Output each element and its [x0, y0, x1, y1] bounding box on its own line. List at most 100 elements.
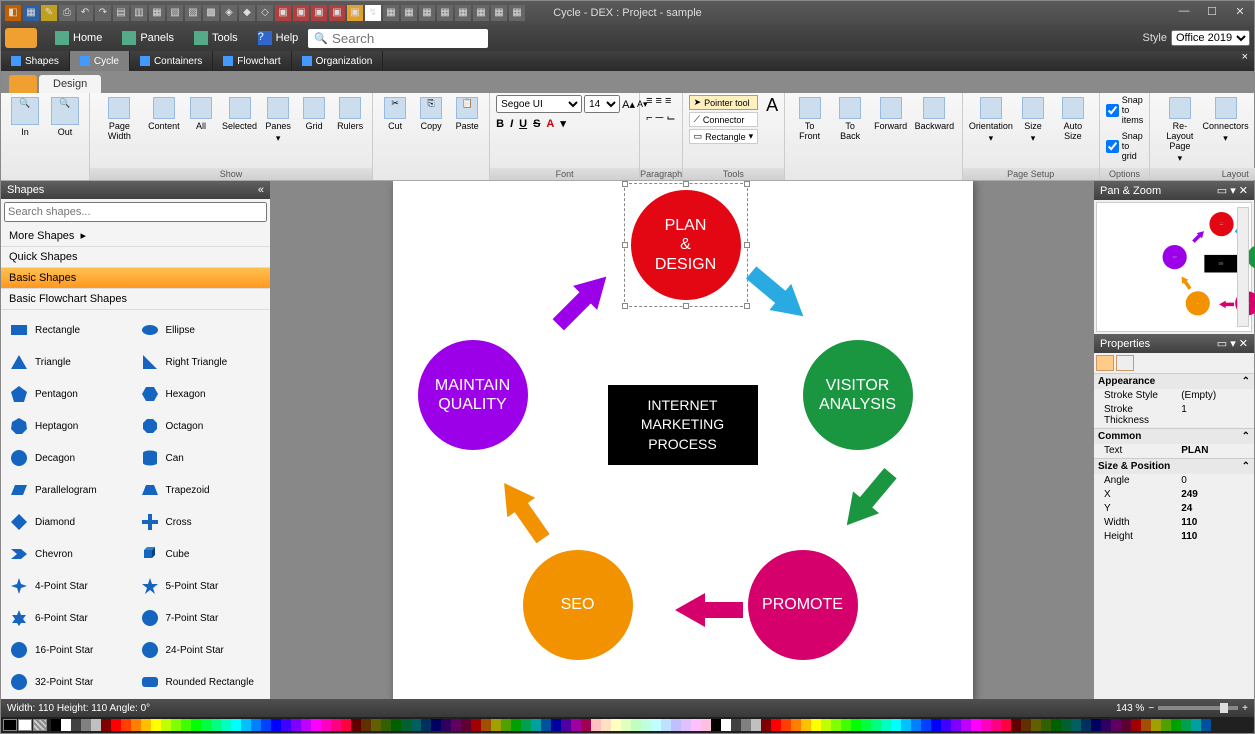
color-swatch[interactable] [291, 719, 301, 731]
color-swatch[interactable] [911, 719, 921, 731]
collapse-button[interactable]: « [258, 184, 264, 196]
selection-handle[interactable] [683, 303, 689, 309]
prop-angle[interactable]: Angle0 [1094, 474, 1254, 488]
color-swatch[interactable] [1141, 719, 1151, 731]
flowchart-shapes-row[interactable]: Basic Flowchart Shapes [1, 289, 270, 310]
shape-item[interactable]: Trapezoid [136, 474, 267, 506]
color-swatch[interactable] [1161, 719, 1171, 731]
basic-shapes-row[interactable]: Basic Shapes [1, 268, 270, 289]
color-swatch[interactable] [111, 719, 121, 731]
font-color-button[interactable]: A [546, 118, 554, 130]
qat-icon[interactable]: ▩ [203, 5, 219, 21]
shape-item[interactable]: Ellipse [136, 314, 267, 346]
italic-button[interactable]: I [510, 118, 513, 130]
shape-item[interactable]: Parallelogram [5, 474, 136, 506]
color-swatch[interactable] [731, 719, 741, 731]
color-swatch[interactable] [931, 719, 941, 731]
diagram-page[interactable]: INTERNETMARKETINGPROCESSPLAN&DESIGNVISIT… [393, 181, 973, 699]
align-mid-button[interactable]: ─ [656, 112, 664, 124]
underline-button[interactable]: U [519, 118, 527, 130]
color-swatch[interactable] [811, 719, 821, 731]
grid-button[interactable]: Grid [298, 95, 330, 133]
shape-item[interactable]: 5-Point Star [136, 570, 267, 602]
cycle-node-promote[interactable]: PROMOTE [748, 550, 858, 660]
cycle-arrow[interactable] [486, 468, 561, 550]
style-dropdown[interactable]: Office 2019 [1171, 30, 1250, 46]
color-swatch[interactable] [941, 719, 951, 731]
color-swatch[interactable] [1201, 719, 1211, 731]
color-swatch[interactable] [691, 719, 701, 731]
color-swatch[interactable] [501, 719, 511, 731]
cycle-arrow[interactable] [1219, 299, 1234, 308]
menu-panels[interactable]: Panels [112, 28, 184, 48]
color-swatch[interactable] [671, 719, 681, 731]
color-swatch[interactable] [1081, 719, 1091, 731]
color-swatch[interactable] [891, 719, 901, 731]
align-top-button[interactable]: ⌐ [646, 112, 652, 124]
color-swatch[interactable] [851, 719, 861, 731]
shape-item[interactable]: Can [136, 442, 267, 474]
color-swatch[interactable] [231, 719, 241, 731]
align-right-button[interactable]: ≡ [665, 95, 671, 107]
color-swatch[interactable] [331, 719, 341, 731]
panel-buttons[interactable]: ▭ ▾ ✕ [1217, 184, 1248, 197]
snap-grid-checkbox[interactable]: Snap to grid [1106, 131, 1144, 161]
selection-handle[interactable] [744, 303, 750, 309]
color-swatch[interactable] [161, 719, 171, 731]
zoom-in-button[interactable]: 🔍In [7, 95, 43, 139]
align-left-button[interactable]: ≡ [646, 95, 652, 107]
color-swatch[interactable] [471, 719, 481, 731]
toback-button[interactable]: To Back [832, 95, 868, 143]
cycle-node-maintain[interactable]: MAINTAINQUALITY [418, 340, 528, 450]
color-swatch[interactable] [571, 719, 581, 731]
prop-cat-common[interactable]: Common⌃ [1094, 428, 1254, 444]
prop-stroke-thickness[interactable]: Stroke Thickness1 [1094, 403, 1254, 428]
fill-color-indicator[interactable] [18, 719, 32, 731]
qat-icon[interactable]: ▦ [473, 5, 489, 21]
color-swatch[interactable] [251, 719, 261, 731]
color-swatch[interactable] [611, 719, 621, 731]
color-swatch[interactable] [441, 719, 451, 731]
color-swatch[interactable] [171, 719, 181, 731]
color-swatch[interactable] [1011, 719, 1021, 731]
tab-organization[interactable]: Organization [292, 51, 384, 71]
qat-icon[interactable]: ▦ [437, 5, 453, 21]
shape-item[interactable]: Octagon [136, 410, 267, 442]
qat-icon[interactable]: ▣ [347, 5, 363, 21]
zoom-out-button[interactable]: 🔍Out [47, 95, 83, 139]
ribbon-tab-design[interactable]: Design [39, 75, 101, 93]
color-swatch[interactable] [1061, 719, 1071, 731]
color-swatch[interactable] [371, 719, 381, 731]
qat-icon[interactable]: ↷ [95, 5, 111, 21]
color-swatch[interactable] [661, 719, 671, 731]
minimize-button[interactable]: — [1174, 5, 1194, 21]
color-swatch[interactable] [1091, 719, 1101, 731]
color-swatch[interactable] [751, 719, 761, 731]
shape-item[interactable]: 6-Point Star [5, 602, 136, 634]
pointer-tool-button[interactable]: ➤ Pointer tool [689, 95, 759, 110]
menu-tools[interactable]: Tools [184, 28, 248, 48]
zoom-slider[interactable] [1237, 207, 1249, 327]
qat-icon[interactable]: ▦ [455, 5, 471, 21]
tab-containers[interactable]: Containers [130, 51, 213, 71]
color-swatch[interactable] [181, 719, 191, 731]
color-swatch[interactable] [871, 719, 881, 731]
snap-items-checkbox[interactable]: Snap to items [1106, 95, 1144, 125]
color-swatch[interactable] [311, 719, 321, 731]
color-swatch[interactable] [1121, 719, 1131, 731]
autosize-button[interactable]: Auto Size [1053, 95, 1093, 143]
backward-button[interactable]: Backward [913, 95, 956, 133]
color-swatch[interactable] [901, 719, 911, 731]
tab-shapes[interactable]: Shapes [1, 51, 70, 71]
color-swatch[interactable] [1071, 719, 1081, 731]
cycle-arrow[interactable] [1178, 273, 1195, 291]
prop-cat-sizepos[interactable]: Size & Position⌃ [1094, 458, 1254, 474]
color-swatch[interactable] [801, 719, 811, 731]
qat-icon[interactable]: ◧ [5, 5, 21, 21]
color-swatch[interactable] [51, 719, 61, 731]
color-swatch[interactable] [201, 719, 211, 731]
color-swatch[interactable] [581, 719, 591, 731]
qat-icon[interactable]: ◇ [257, 5, 273, 21]
cycle-node-plan[interactable]: PLAN&DESIGN [1209, 212, 1233, 236]
color-swatch[interactable] [881, 719, 891, 731]
